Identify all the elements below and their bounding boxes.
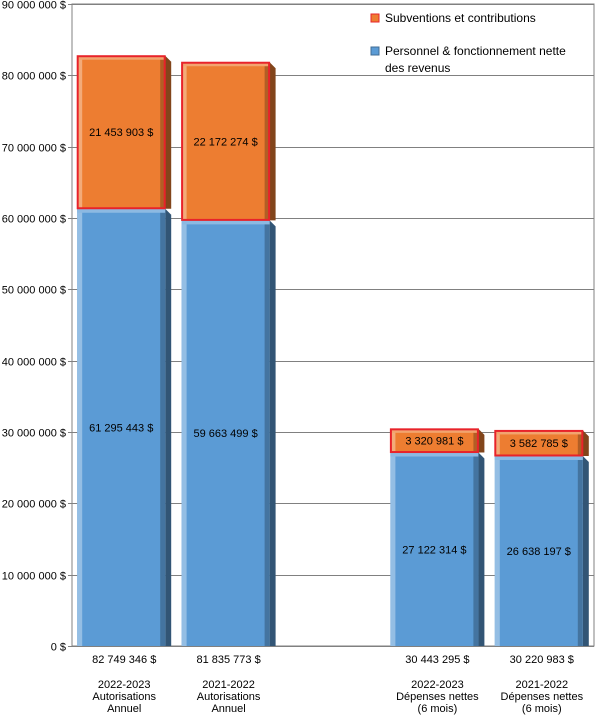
category-label: 2022-2023 <box>98 679 151 691</box>
legend-label: Subventions et contributions <box>385 11 536 25</box>
bar-side <box>478 452 485 646</box>
bar-shadow <box>264 62 270 221</box>
y-tick-label: 90 000 000 $ <box>2 0 66 12</box>
bar-top-highlight <box>77 208 166 213</box>
category-label: (6 mois) <box>418 703 458 715</box>
bar-top-highlight <box>390 428 479 433</box>
data-label: 61 295 443 $ <box>89 422 153 434</box>
bars <box>76 55 589 647</box>
bar-shadow <box>473 452 479 646</box>
y-tick-label: 70 000 000 $ <box>2 143 66 155</box>
data-label: 22 172 274 $ <box>193 136 257 148</box>
bar-highlight <box>390 452 396 646</box>
bar-shadow <box>577 430 583 456</box>
bar-border <box>494 429 584 457</box>
bar-highlight <box>77 55 83 209</box>
bar-highlight <box>494 430 500 456</box>
y-tick-label: 10 000 000 $ <box>2 571 66 583</box>
y-tick-label: 20 000 000 $ <box>2 499 66 511</box>
bar-shadow <box>264 220 270 646</box>
bar-side <box>269 62 276 221</box>
bar-border <box>181 61 271 221</box>
category-label: 2022-2023 <box>411 679 464 691</box>
bar-shadow <box>160 208 166 647</box>
data-labels: 61 295 443 $ 21 453 903 $ 59 663 499 $ 22 1… <box>89 127 571 558</box>
y-tick-label: 0 $ <box>51 642 66 654</box>
bar-personnel <box>494 455 583 646</box>
category-label: 2021-2022 <box>515 679 568 691</box>
legend-swatch <box>370 46 380 56</box>
bar-shadow <box>577 455 583 646</box>
total-label: 30 220 983 $ <box>510 654 574 666</box>
legend-swatch <box>370 13 380 23</box>
bar-top-highlight <box>494 455 583 460</box>
bar-shadow <box>160 55 166 209</box>
bar-border <box>389 428 479 454</box>
bar-top-highlight <box>494 430 583 435</box>
bar-top-highlight <box>181 220 270 225</box>
bar-side <box>165 208 172 647</box>
bar-highlight <box>77 208 83 647</box>
legend-label: des revenus <box>385 61 450 75</box>
bar-personnel <box>181 220 270 646</box>
bar-side <box>478 428 485 453</box>
y-tick-label: 60 000 000 $ <box>2 214 66 226</box>
bar-shadow <box>473 428 479 453</box>
bar-top-highlight <box>390 452 479 457</box>
category-label: Annuel <box>211 703 245 715</box>
category-label: Autorisations <box>92 691 156 703</box>
bar-subventions <box>494 430 583 456</box>
bar-subventions <box>77 55 166 209</box>
y-tick-label: 80 000 000 $ <box>2 71 66 83</box>
bar-border <box>76 55 166 210</box>
legend-label: Personnel & fonctionnement nette <box>385 44 566 58</box>
y-axis: 0 $ 10 000 000 $ 20 000 000 $ 30 000 000 $ 4… <box>2 0 72 654</box>
bar-top-highlight <box>77 55 166 60</box>
category-label: Autorisations <box>197 691 261 703</box>
category-label: Annuel <box>107 703 141 715</box>
bar-side <box>582 430 589 456</box>
bar-side <box>165 55 172 209</box>
category-label: 2021-2022 <box>202 679 255 691</box>
data-label: 3 320 981 $ <box>405 436 463 448</box>
total-label: 82 749 346 $ <box>92 654 156 666</box>
category-label: (6 mois) <box>522 703 562 715</box>
bar-highlight <box>494 455 500 646</box>
bar-highlight <box>181 220 187 646</box>
data-label: 3 582 785 $ <box>510 438 568 450</box>
total-label: 30 443 295 $ <box>405 654 469 666</box>
bar-top-highlight <box>181 62 270 67</box>
bar-highlight <box>390 428 396 453</box>
y-tick-label: 50 000 000 $ <box>2 285 66 297</box>
y-tick-label: 40 000 000 $ <box>2 357 66 369</box>
category-label: Dépenses nettes <box>396 691 479 703</box>
data-label: 27 122 314 $ <box>402 544 466 556</box>
data-label: 21 453 903 $ <box>89 127 153 139</box>
bar-side <box>582 455 589 646</box>
data-label: 59 663 499 $ <box>193 428 257 440</box>
bar-subventions <box>390 428 479 453</box>
bar-highlight <box>181 62 187 221</box>
bar-side <box>269 220 276 646</box>
bar-subventions <box>181 62 270 221</box>
bar-personnel <box>390 452 479 646</box>
legend: Subventions et contributions Personnel & … <box>370 11 566 75</box>
total-label: 81 835 773 $ <box>196 654 260 666</box>
bar-personnel <box>77 208 166 647</box>
data-label: 26 638 197 $ <box>507 546 571 558</box>
x-axis: 82 749 346 $2022-2023AutorisationsAnnuel… <box>92 654 583 715</box>
category-label: Dépenses nettes <box>501 691 584 703</box>
y-tick-label: 30 000 000 $ <box>2 428 66 440</box>
